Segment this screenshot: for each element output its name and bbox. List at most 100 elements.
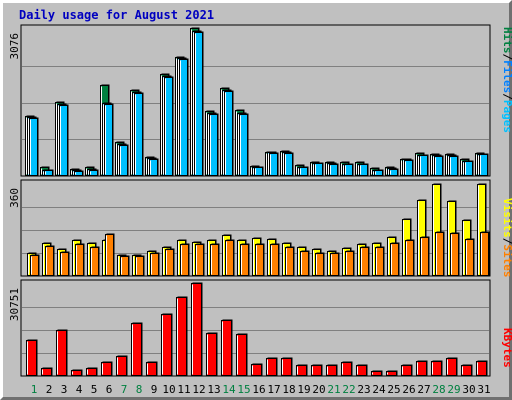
x-tick-label: 10 bbox=[162, 383, 175, 396]
bar-sites-day-1 bbox=[30, 254, 40, 276]
x-tick-label: 23 bbox=[357, 383, 370, 396]
x-tick-label: 24 bbox=[372, 383, 386, 396]
bar-sites-day-31 bbox=[480, 231, 490, 276]
x-tick-label: 26 bbox=[402, 383, 415, 396]
bar-sites-day-13 bbox=[210, 243, 220, 276]
peak-label-kbytes: 30751 bbox=[8, 288, 21, 321]
bar-kbytes-day-17 bbox=[266, 357, 278, 376]
side-label-sites: Sites bbox=[501, 244, 512, 277]
bar-sites-day-19 bbox=[300, 250, 310, 276]
x-tick-label: 31 bbox=[477, 383, 490, 396]
bar-pages-day-25 bbox=[389, 168, 399, 176]
x-tick-label: 16 bbox=[252, 383, 265, 396]
bar-pages-day-1 bbox=[29, 117, 39, 176]
bar-kbytes-day-31 bbox=[476, 360, 488, 376]
x-tick-label: 1 bbox=[31, 383, 38, 396]
bar-pages-day-28 bbox=[434, 155, 444, 176]
bar-sites-day-8 bbox=[135, 255, 145, 276]
bar-kbytes-day-2 bbox=[41, 367, 53, 376]
bar-sites-day-24 bbox=[375, 246, 385, 276]
bar-kbytes-day-24 bbox=[371, 370, 383, 376]
bar-kbytes-day-1 bbox=[26, 339, 38, 376]
side-label-sites-visits: Visits/Sites bbox=[501, 198, 512, 278]
panel-hits bbox=[20, 24, 491, 177]
side-label-kbytes: KBytes bbox=[501, 328, 512, 368]
bar-kbytes-day-16 bbox=[251, 363, 263, 376]
bar-pages-day-17 bbox=[269, 152, 279, 176]
bar-pages-day-5 bbox=[89, 169, 99, 176]
side-label-pages-files-hits: Hits/Files/Pages bbox=[501, 27, 512, 133]
bar-sites-day-2 bbox=[45, 245, 55, 276]
svg-text:Visits/Sites: Visits/Sites bbox=[501, 198, 512, 278]
bar-sites-day-27 bbox=[420, 236, 430, 276]
bar-pages-day-9 bbox=[149, 158, 159, 176]
x-tick-label: 2 bbox=[46, 383, 53, 396]
x-tick-label: 22 bbox=[342, 383, 355, 396]
bar-pages-day-12 bbox=[194, 31, 204, 176]
bar-sites-day-12 bbox=[195, 243, 205, 276]
side-label-files: Files bbox=[501, 60, 512, 93]
bar-kbytes-day-9 bbox=[146, 361, 158, 376]
x-tick-label: 7 bbox=[121, 383, 128, 396]
bar-sites-day-25 bbox=[390, 242, 400, 276]
bar-pages-day-4 bbox=[74, 170, 84, 176]
x-tick-label: 9 bbox=[151, 383, 158, 396]
bar-sites-day-7 bbox=[120, 255, 130, 276]
bar-pages-day-8 bbox=[134, 92, 144, 176]
x-tick-label: 3 bbox=[61, 383, 68, 396]
bar-sites-day-20 bbox=[315, 252, 325, 276]
bar-pages-day-23 bbox=[359, 163, 369, 176]
bar-kbytes-day-12 bbox=[191, 282, 203, 376]
bar-kbytes-day-15 bbox=[236, 333, 248, 376]
bar-sites-day-22 bbox=[345, 250, 355, 276]
x-tick-label: 25 bbox=[387, 383, 400, 396]
bar-pages-day-2 bbox=[44, 169, 54, 176]
chart-title: Daily usage for August 2021 bbox=[19, 8, 214, 22]
x-tick-label: 20 bbox=[312, 383, 325, 396]
panel-kbytes bbox=[20, 279, 491, 377]
bar-sites-day-3 bbox=[60, 251, 70, 276]
bar-sites-day-10 bbox=[165, 248, 175, 276]
bar-pages-day-16 bbox=[254, 166, 264, 176]
x-tick-label: 27 bbox=[417, 383, 430, 396]
bar-kbytes-day-6 bbox=[101, 361, 113, 376]
x-tick-label: 14 bbox=[222, 383, 236, 396]
bar-kbytes-day-28 bbox=[431, 360, 443, 376]
bar-sites-day-21 bbox=[330, 252, 340, 276]
bar-sites-day-9 bbox=[150, 252, 160, 276]
bar-kbytes-day-3 bbox=[56, 329, 68, 376]
bar-pages-day-10 bbox=[164, 76, 174, 176]
bar-sites-day-14 bbox=[225, 239, 235, 276]
bar-sites-day-16 bbox=[255, 243, 265, 276]
bar-pages-day-20 bbox=[314, 162, 324, 176]
x-tick-label: 21 bbox=[327, 383, 340, 396]
x-tick-label: 15 bbox=[237, 383, 250, 396]
bar-pages-day-18 bbox=[284, 152, 294, 176]
x-tick-label: 29 bbox=[447, 383, 460, 396]
bar-kbytes-day-29 bbox=[446, 357, 458, 376]
bar-kbytes-day-7 bbox=[116, 355, 128, 376]
bar-kbytes-day-25 bbox=[386, 370, 398, 376]
bar-kbytes-day-10 bbox=[161, 313, 173, 376]
bar-sites-day-4 bbox=[75, 243, 85, 276]
bar-sites-day-17 bbox=[270, 243, 280, 276]
bar-kbytes-day-27 bbox=[416, 360, 428, 376]
svg-text:KBytes: KBytes bbox=[501, 328, 512, 368]
bar-kbytes-day-20 bbox=[311, 364, 323, 376]
x-tick-label: 17 bbox=[267, 383, 280, 396]
bar-sites-day-28 bbox=[435, 231, 445, 276]
bar-sites-day-15 bbox=[240, 243, 250, 276]
bar-kbytes-day-13 bbox=[206, 332, 218, 376]
bar-pages-day-31 bbox=[479, 153, 489, 176]
bar-sites-day-11 bbox=[180, 243, 190, 276]
bar-pages-day-29 bbox=[449, 155, 459, 176]
bar-sites-day-5 bbox=[90, 246, 100, 276]
bar-kbytes-day-5 bbox=[86, 367, 98, 376]
bar-kbytes-day-14 bbox=[221, 319, 233, 376]
peak-label-hits: 3076 bbox=[8, 33, 21, 60]
bar-pages-day-15 bbox=[239, 113, 249, 176]
bar-kbytes-day-26 bbox=[401, 364, 413, 376]
peak-label-visits: 360 bbox=[8, 188, 21, 208]
x-tick-label: 11 bbox=[177, 383, 190, 396]
